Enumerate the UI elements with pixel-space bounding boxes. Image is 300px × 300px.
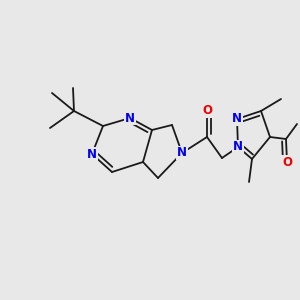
Text: O: O <box>282 155 292 169</box>
Text: O: O <box>202 104 212 118</box>
Text: N: N <box>87 148 97 160</box>
Text: N: N <box>232 112 242 125</box>
Text: N: N <box>233 140 243 154</box>
Text: N: N <box>177 146 187 160</box>
Text: N: N <box>125 112 135 124</box>
